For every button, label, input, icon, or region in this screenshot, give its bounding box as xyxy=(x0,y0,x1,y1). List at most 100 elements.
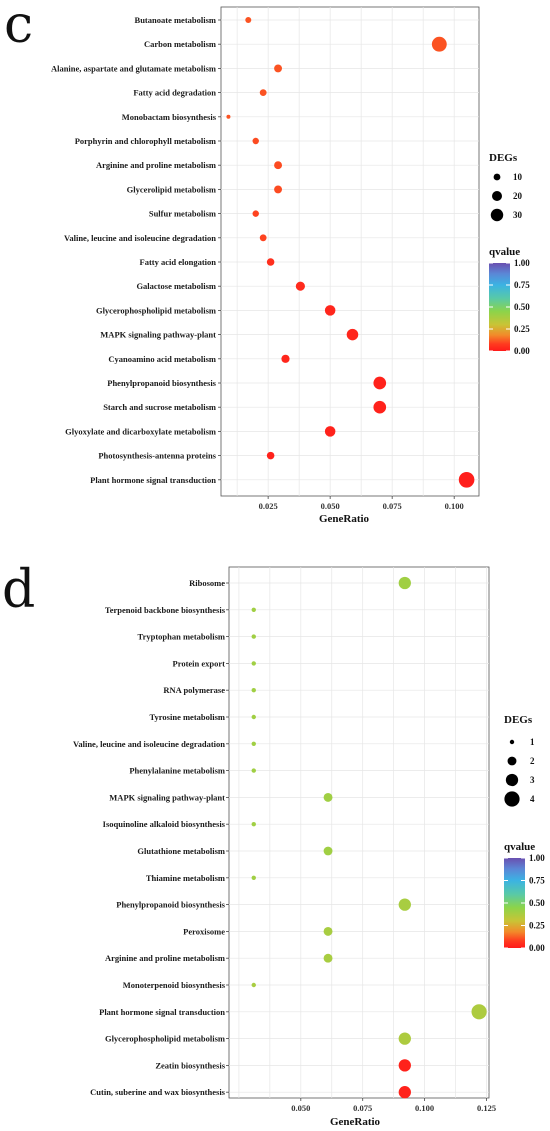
data-point xyxy=(266,451,275,460)
data-point xyxy=(398,1086,411,1099)
x-axis: 0.050 0.075 0.100 0.125 xyxy=(291,1098,496,1113)
panel-letter: c xyxy=(4,0,33,55)
data-point xyxy=(398,1059,411,1072)
y-tick-label: Tryptophan metabolism xyxy=(138,632,225,642)
color-legend-label: 1.00 xyxy=(514,258,530,268)
data-point xyxy=(252,137,259,145)
size-legend-label: 20 xyxy=(513,191,523,201)
y-tick-label: Ribosome xyxy=(189,578,225,588)
plot-area xyxy=(220,6,480,497)
color-legend-label: 0.75 xyxy=(529,876,545,886)
data-points xyxy=(251,576,487,1099)
color-legend-label: 0.25 xyxy=(514,324,530,334)
panel-letter: d xyxy=(2,560,35,620)
data-point xyxy=(471,1004,487,1020)
size-legend: DEGs 1 2 3 4 xyxy=(504,714,535,807)
data-point xyxy=(251,875,256,880)
y-axis: Ribosome Terpenoid backbone biosynthesis T… xyxy=(73,578,229,1097)
data-point xyxy=(323,792,333,802)
y-tick-label: Fatty acid elongation xyxy=(140,257,217,267)
x-axis-label: GeneRatio xyxy=(319,513,370,525)
y-tick-label: Valine, leucine and isoleucine degradati… xyxy=(73,739,225,749)
y-tick-label: Phenylpropanoid biosynthesis xyxy=(107,378,216,388)
size-legend-dot xyxy=(507,756,517,766)
y-tick-label: RNA polymerase xyxy=(163,685,225,695)
size-legend-dot xyxy=(492,191,502,201)
y-tick-label: Glycerophospholipid metabolism xyxy=(96,305,216,315)
x-axis: 0.025 0.050 0.075 0.100 xyxy=(259,496,464,511)
color-legend-title: qvalue xyxy=(489,246,520,258)
x-tick-label: 0.050 xyxy=(321,501,340,511)
color-legend: qvalue 1.00 0.75 0.50 0.25 0.00 xyxy=(489,246,530,356)
y-tick-label: Butanoate metabolism xyxy=(135,15,216,25)
data-point xyxy=(431,36,447,52)
size-legend-dot xyxy=(490,208,504,222)
y-tick-label: Zeatin biosynthesis xyxy=(155,1060,225,1070)
y-tick-label: Photosynthesis-antenna proteins xyxy=(98,451,216,461)
color-legend-title: qvalue xyxy=(504,841,535,853)
size-legend-dot xyxy=(505,773,519,787)
data-point xyxy=(398,898,411,911)
y-tick-label: Protein export xyxy=(173,658,226,668)
plot-border xyxy=(220,6,480,497)
data-point xyxy=(398,1032,411,1045)
y-tick-label: Glutathione metabolism xyxy=(137,846,225,856)
x-tick-label: 0.050 xyxy=(291,1103,310,1113)
size-legend-label: 30 xyxy=(513,210,523,220)
size-legend-title: DEGs xyxy=(489,152,518,164)
y-tick-label: Glyoxylate and dicarboxylate metabolism xyxy=(65,426,216,436)
data-point xyxy=(245,16,252,24)
data-point xyxy=(373,376,387,390)
size-legend: DEGs 10 20 30 xyxy=(489,152,523,222)
color-bar xyxy=(489,263,510,351)
size-legend-dot xyxy=(493,173,501,181)
data-point xyxy=(295,281,305,291)
y-tick-label: Thiamine metabolism xyxy=(146,873,225,883)
color-legend-label: 0.25 xyxy=(529,921,545,931)
data-point xyxy=(324,305,336,316)
data-point xyxy=(251,607,256,612)
y-tick-label: Peroxisome xyxy=(183,926,225,936)
y-tick-label: Arginine and proline metabolism xyxy=(96,160,216,170)
y-tick-label: Fatty acid degradation xyxy=(133,88,216,98)
x-tick-label: 0.025 xyxy=(259,501,278,511)
x-axis-label: GeneRatio xyxy=(330,1116,381,1128)
y-tick-label: Monobactam biosynthesis xyxy=(122,112,217,122)
data-point xyxy=(323,846,333,856)
x-gridlines xyxy=(238,567,487,1098)
size-legend-title: DEGs xyxy=(504,714,533,726)
panel-c: c Butanoate metabolism Carbon metabolism A… xyxy=(4,0,530,525)
y-tick-label: Terpenoid backbone biosynthesis xyxy=(105,605,226,615)
y-tick-label: MAPK signaling pathway-plant xyxy=(100,330,216,340)
data-point xyxy=(251,822,256,827)
y-tick-label: Phenylalanine metabolism xyxy=(129,766,225,776)
data-point xyxy=(251,982,256,988)
x-tick-label: 0.100 xyxy=(415,1103,434,1113)
y-tick-label: Alanine, aspartate and glutamate metabol… xyxy=(51,63,216,73)
data-point xyxy=(398,576,411,590)
y-axis: Butanoate metabolism Carbon metabolism Ala… xyxy=(51,15,221,485)
size-legend-label: 3 xyxy=(530,775,535,785)
y-tick-label: Carbon metabolism xyxy=(144,39,216,49)
color-legend-label: 0.75 xyxy=(514,280,530,290)
y-tick-label: Monoterpenoid biosynthesis xyxy=(123,980,226,990)
y-tick-label: Porphyrin and chlorophyll metabolism xyxy=(75,136,216,146)
data-point xyxy=(346,328,359,341)
data-point xyxy=(251,714,256,720)
y-tick-label: Valine, leucine and isoleucine degradati… xyxy=(64,233,216,243)
data-point xyxy=(251,661,256,666)
y-tick-label: Plant hormone signal transduction xyxy=(90,475,216,485)
y-tick-label: Glycerolipid metabolism xyxy=(127,184,216,194)
x-tick-label: 0.075 xyxy=(383,501,402,511)
size-legend-label: 4 xyxy=(530,794,535,804)
y-tick-label: Glycerophospholipid metabolism xyxy=(105,1034,225,1044)
y-tick-label: Arginine and proline metabolism xyxy=(105,953,225,963)
color-legend-label: 0.50 xyxy=(529,898,545,908)
x-gridlines xyxy=(236,7,455,496)
size-legend-label: 1 xyxy=(530,737,535,747)
data-point xyxy=(274,161,283,170)
data-point xyxy=(251,741,256,746)
y-tick-label: Cyanoamino acid metabolism xyxy=(108,354,216,364)
size-legend-label: 2 xyxy=(530,756,535,766)
